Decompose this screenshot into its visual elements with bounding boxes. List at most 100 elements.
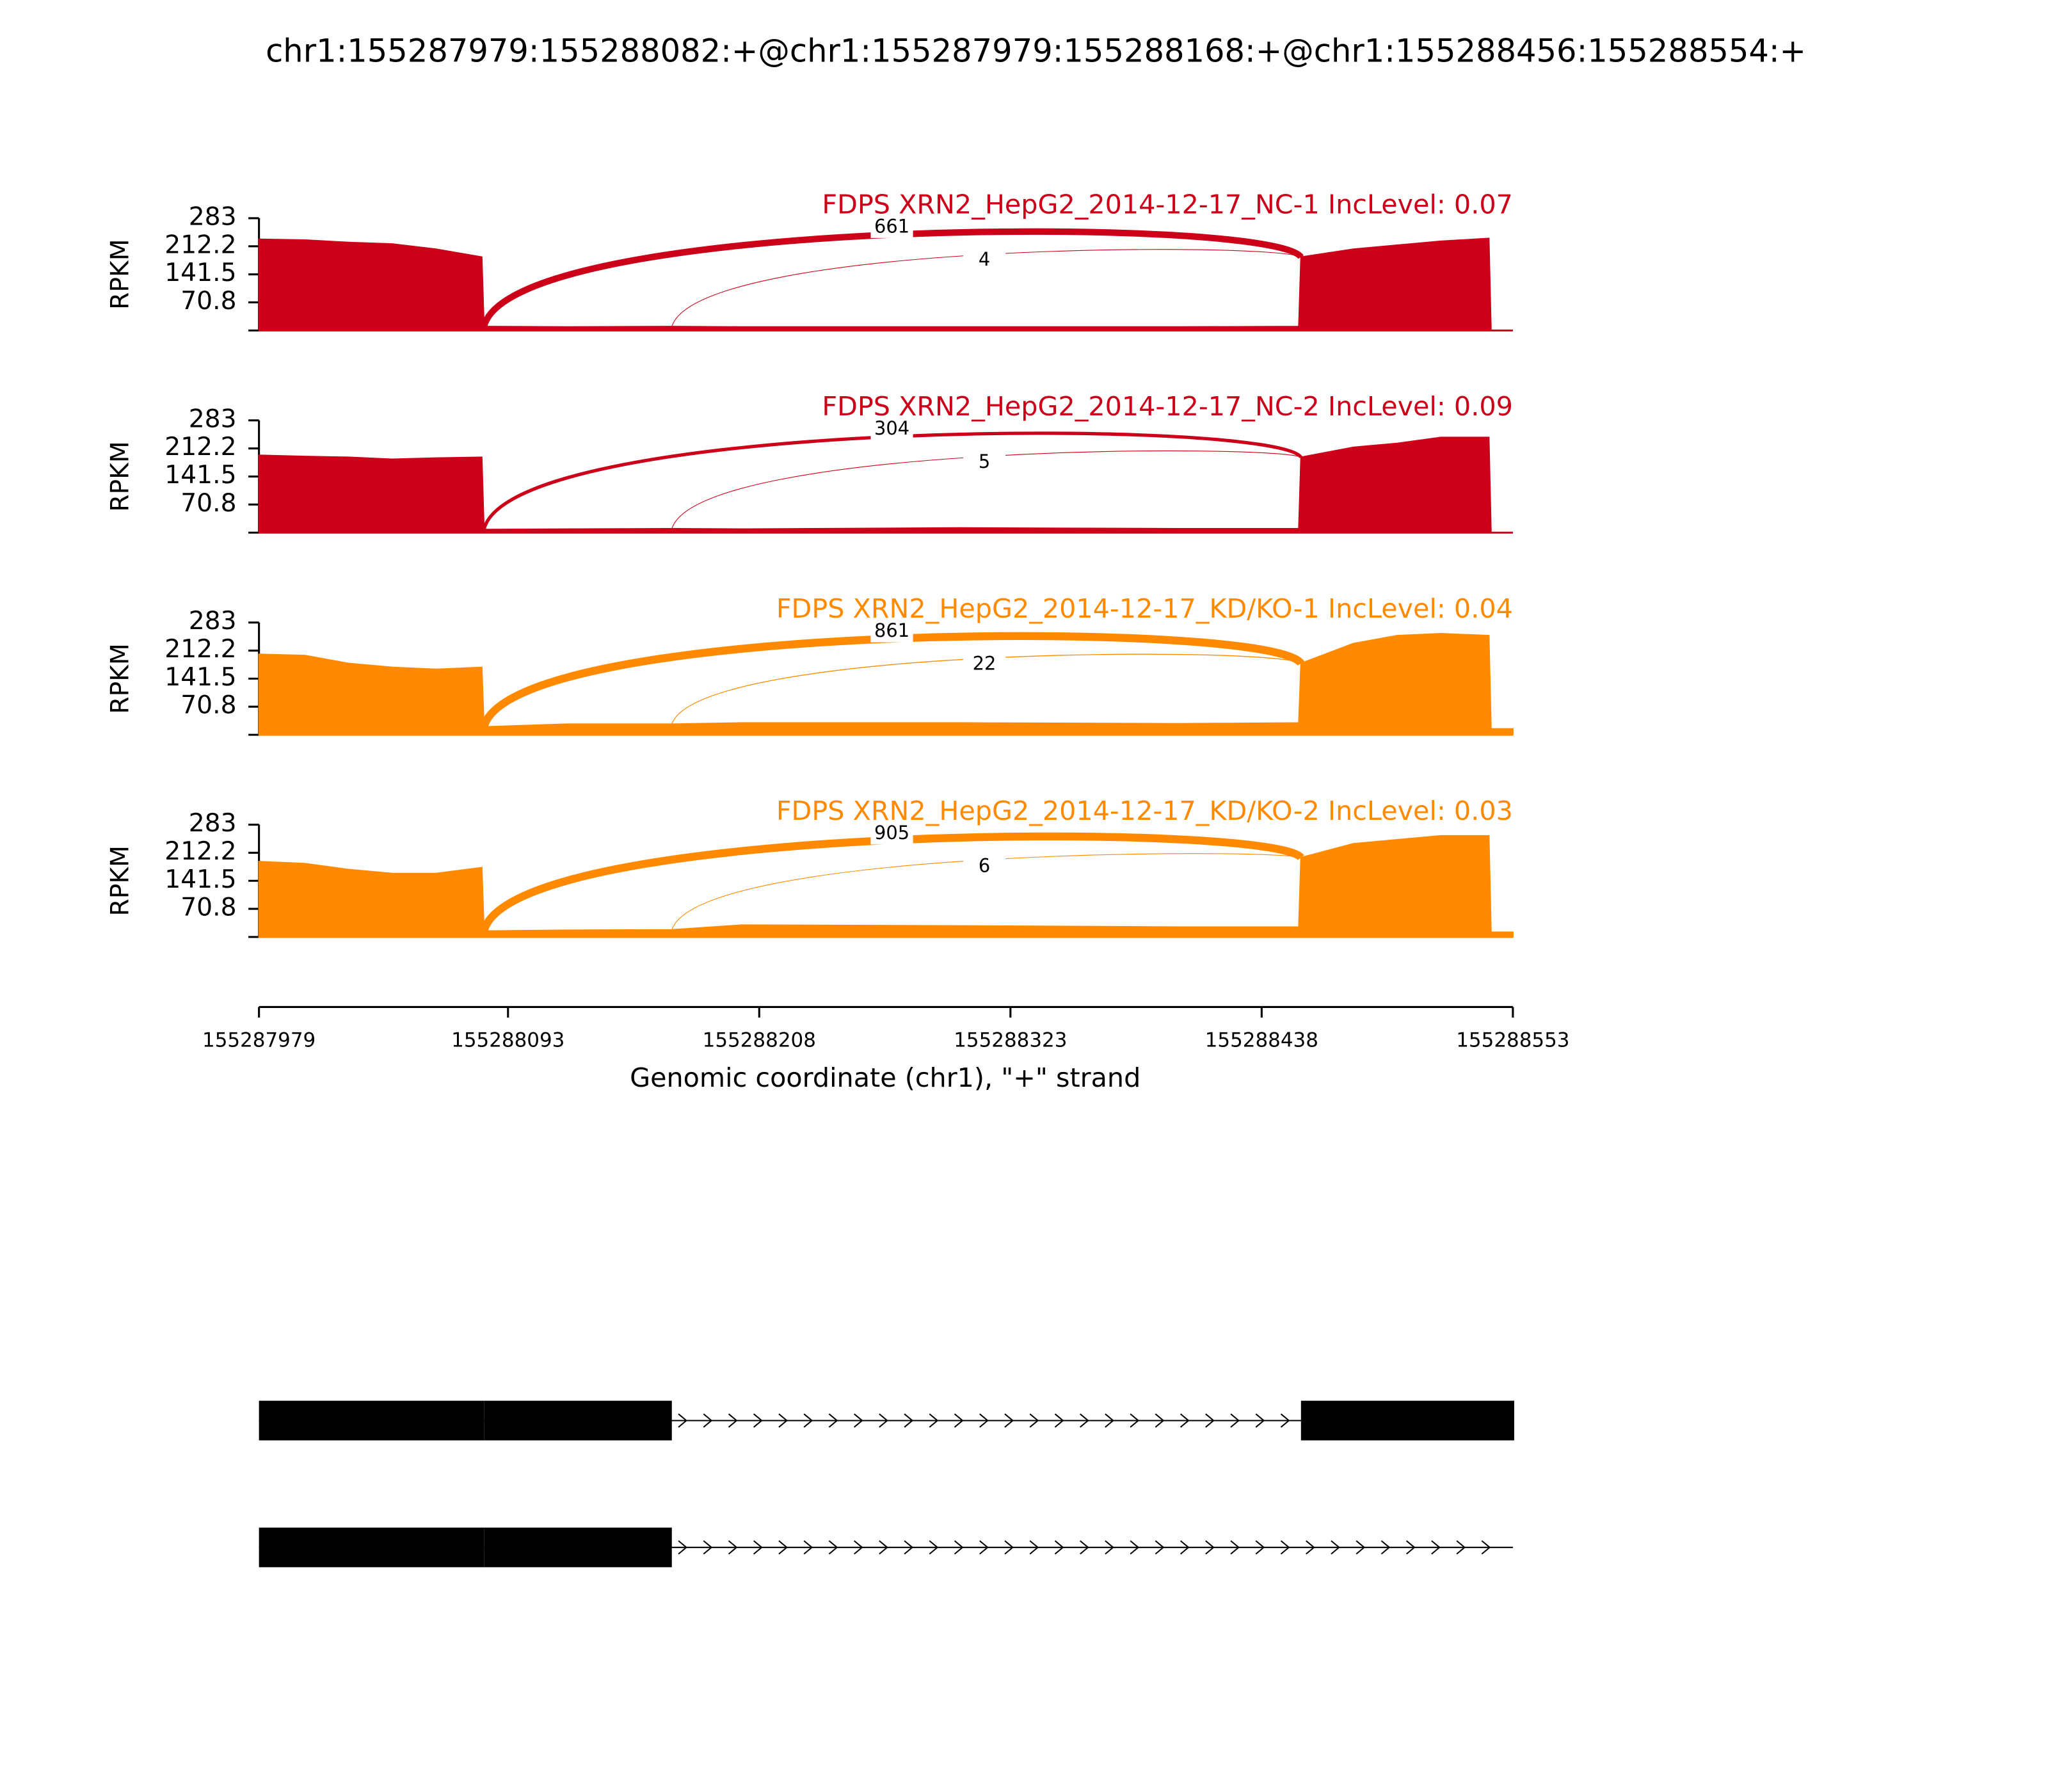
strand-chevron (1155, 1540, 1165, 1555)
strand-chevron (1080, 1540, 1089, 1555)
strand-chevron (1380, 1540, 1391, 1555)
strand-chevron (1230, 1413, 1240, 1428)
strand-chevron (1205, 1413, 1215, 1428)
strand-chevron (803, 1540, 813, 1555)
strand-chevron (1180, 1413, 1190, 1428)
strand-chevron (1029, 1413, 1039, 1428)
figure-title: chr1:155287979:155288082:+@chr1:15528797… (266, 32, 1806, 69)
y-tick-label: 141.5 (164, 663, 236, 692)
strand-chevron (1105, 1413, 1114, 1428)
junction-label-bg (870, 823, 913, 845)
y-tick-label: 283 (189, 404, 237, 433)
strand-chevron (778, 1540, 788, 1555)
strand-chevron (828, 1540, 838, 1555)
strand-chevron (1456, 1540, 1466, 1555)
strand-chevron (1306, 1540, 1315, 1555)
coverage-area (258, 632, 1514, 736)
strand-chevron (1356, 1540, 1366, 1555)
y-tick-label: 212.2 (164, 635, 236, 664)
junction-label-bg (870, 216, 913, 238)
strand-chevron (703, 1413, 713, 1428)
strand-chevron (1255, 1540, 1265, 1555)
strand-chevron (678, 1540, 688, 1555)
x-tick-label: 155288323 (954, 1029, 1067, 1052)
strand-chevron (853, 1413, 863, 1428)
junction-label: 6 (979, 855, 990, 877)
y-tick-label: 283 (189, 202, 237, 231)
strand-chevron (1054, 1413, 1064, 1428)
junction-label-bg (963, 250, 1006, 271)
strand-chevron (879, 1540, 888, 1555)
junction-arc (481, 228, 1304, 328)
strand-chevron (1481, 1540, 1491, 1555)
exon (259, 1400, 484, 1441)
strand-chevron (1280, 1413, 1290, 1428)
junction-label-bg (963, 856, 1006, 878)
x-tick-label: 155288553 (1456, 1029, 1569, 1052)
strand-chevron (1029, 1540, 1039, 1555)
strand-chevron (1431, 1540, 1441, 1555)
junction-label: 22 (973, 653, 996, 675)
strand-chevron (954, 1540, 964, 1555)
y-tick-label: 141.5 (164, 461, 236, 490)
strand-chevron (1331, 1540, 1340, 1555)
strand-chevron (1180, 1540, 1190, 1555)
strand-chevron (879, 1413, 888, 1428)
strand-chevron (1054, 1540, 1064, 1555)
x-tick-label: 155287979 (202, 1029, 316, 1052)
junction-label: 661 (874, 215, 909, 237)
junction-label-bg (963, 452, 1006, 474)
strand-chevron (828, 1413, 838, 1428)
y-tick-label: 70.8 (180, 287, 236, 316)
x-tick-label: 155288438 (1205, 1029, 1318, 1052)
strand-chevron (728, 1540, 738, 1555)
y-tick-label: 141.5 (164, 865, 236, 894)
x-tick-label: 155288208 (703, 1029, 816, 1052)
y-axis-label: RPKM (106, 845, 134, 916)
exon (484, 1400, 672, 1441)
y-tick-label: 70.8 (180, 893, 236, 922)
panel-title: FDPS XRN2_HepG2_2014-12-17_NC-1 IncLevel… (822, 189, 1513, 220)
coverage-area (258, 237, 1513, 332)
junction-label: 4 (979, 248, 990, 270)
x-axis-label: Genomic coordinate (chr1), "+" strand (630, 1062, 1140, 1093)
y-axis-label: RPKM (106, 441, 134, 511)
y-tick-label: 283 (189, 607, 237, 636)
y-tick-label: 283 (189, 809, 237, 838)
x-tick-label: 155288093 (451, 1029, 564, 1052)
panel-title: FDPS XRN2_HepG2_2014-12-17_NC-2 IncLevel… (822, 391, 1513, 422)
strand-chevron (753, 1540, 763, 1555)
strand-chevron (1280, 1540, 1290, 1555)
junction-arc (480, 832, 1304, 932)
junction-label: 905 (874, 822, 909, 844)
y-tick-label: 141.5 (164, 259, 236, 287)
exon (259, 1527, 484, 1567)
strand-chevron (1155, 1413, 1165, 1428)
strand-chevron (853, 1540, 863, 1555)
junction-label-bg (870, 621, 913, 643)
strand-chevron (979, 1413, 989, 1428)
junction-label: 5 (979, 451, 990, 472)
strand-chevron (979, 1540, 989, 1555)
strand-chevron (1405, 1540, 1416, 1555)
junction-label-bg (963, 654, 1006, 676)
coverage-area (258, 835, 1514, 938)
exon (1300, 1400, 1514, 1441)
strand-chevron (1230, 1540, 1240, 1555)
junction-arc (480, 632, 1305, 728)
panel-title: FDPS XRN2_HepG2_2014-12-17_KD/KO-1 IncLe… (776, 593, 1513, 624)
strand-chevron (678, 1413, 688, 1428)
strand-chevron (1130, 1540, 1140, 1555)
junction-label-bg (870, 419, 913, 440)
strand-chevron (703, 1540, 713, 1555)
y-tick-label: 70.8 (180, 489, 236, 518)
y-tick-label: 212.2 (164, 433, 236, 461)
strand-chevron (929, 1540, 939, 1555)
y-tick-label: 212.2 (164, 837, 236, 866)
panel-title: FDPS XRN2_HepG2_2014-12-17_KD/KO-2 IncLe… (776, 796, 1513, 826)
strand-chevron (753, 1413, 763, 1428)
strand-chevron (1004, 1413, 1014, 1428)
junction-arc (482, 431, 1302, 530)
